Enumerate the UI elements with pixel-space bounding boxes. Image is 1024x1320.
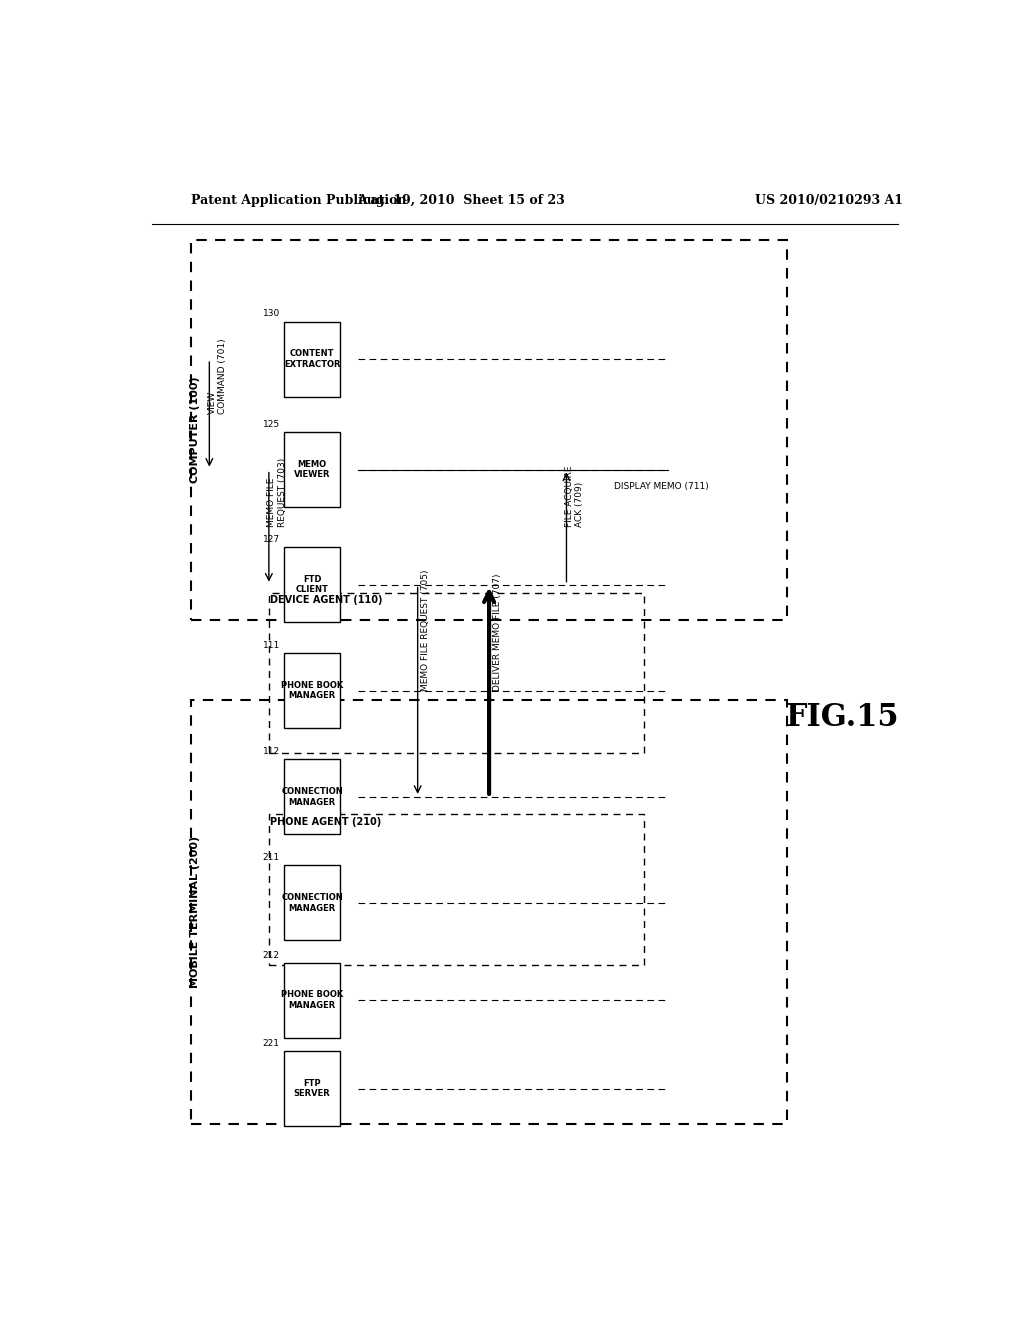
Text: CONNECTION
MANAGER: CONNECTION MANAGER	[282, 894, 343, 912]
Text: 125: 125	[262, 420, 280, 429]
Bar	[191, 700, 786, 1125]
Bar	[269, 594, 644, 752]
Bar	[284, 653, 340, 729]
Text: PHONE BOOK
MANAGER: PHONE BOOK MANAGER	[281, 681, 343, 701]
Text: COMPUTER (100): COMPUTER (100)	[190, 376, 201, 483]
Text: DELIVER MEMO FILE (707): DELIVER MEMO FILE (707)	[493, 573, 502, 690]
Bar	[284, 546, 340, 622]
Bar	[191, 240, 786, 620]
Text: FTD
CLIENT: FTD CLIENT	[296, 576, 329, 594]
Text: CONTENT
EXTRACTOR: CONTENT EXTRACTOR	[284, 350, 340, 368]
Text: FIG.15: FIG.15	[785, 702, 899, 733]
Bar	[269, 814, 644, 965]
Text: Aug. 19, 2010  Sheet 15 of 23: Aug. 19, 2010 Sheet 15 of 23	[357, 194, 565, 207]
Text: VIEW
COMMAND (701): VIEW COMMAND (701)	[208, 339, 227, 414]
Text: FILE ACQUIRE
ACK (709): FILE ACQUIRE ACK (709)	[564, 466, 584, 527]
Text: CONNECTION
MANAGER: CONNECTION MANAGER	[282, 787, 343, 807]
Text: Patent Application Publication: Patent Application Publication	[191, 194, 407, 207]
Bar	[284, 866, 340, 940]
Text: PHONE AGENT (210): PHONE AGENT (210)	[270, 817, 382, 826]
Text: MEMO FILE REQUEST (705): MEMO FILE REQUEST (705)	[421, 569, 430, 690]
Text: 211: 211	[262, 853, 280, 862]
Bar	[284, 962, 340, 1038]
Text: DEVICE AGENT (110): DEVICE AGENT (110)	[270, 595, 383, 606]
Bar	[284, 1051, 340, 1126]
Text: MOBILE TERMINAL (200): MOBILE TERMINAL (200)	[190, 836, 201, 987]
Text: 212: 212	[263, 950, 280, 960]
Text: 111: 111	[262, 642, 280, 649]
Text: MEMO FILE
REQUEST (703): MEMO FILE REQUEST (703)	[267, 458, 287, 527]
Text: 221: 221	[263, 1039, 280, 1048]
Text: US 2010/0210293 A1: US 2010/0210293 A1	[755, 194, 903, 207]
Text: MEMO
VIEWER: MEMO VIEWER	[294, 459, 331, 479]
Text: PHONE BOOK
MANAGER: PHONE BOOK MANAGER	[281, 990, 343, 1010]
Text: 130: 130	[262, 309, 280, 318]
Text: DISPLAY MEMO (711): DISPLAY MEMO (711)	[614, 482, 709, 491]
Bar	[284, 432, 340, 507]
Text: FTP
SERVER: FTP SERVER	[294, 1078, 331, 1098]
Bar	[284, 759, 340, 834]
Text: 127: 127	[262, 535, 280, 544]
Bar	[284, 322, 340, 397]
Text: 112: 112	[262, 747, 280, 756]
